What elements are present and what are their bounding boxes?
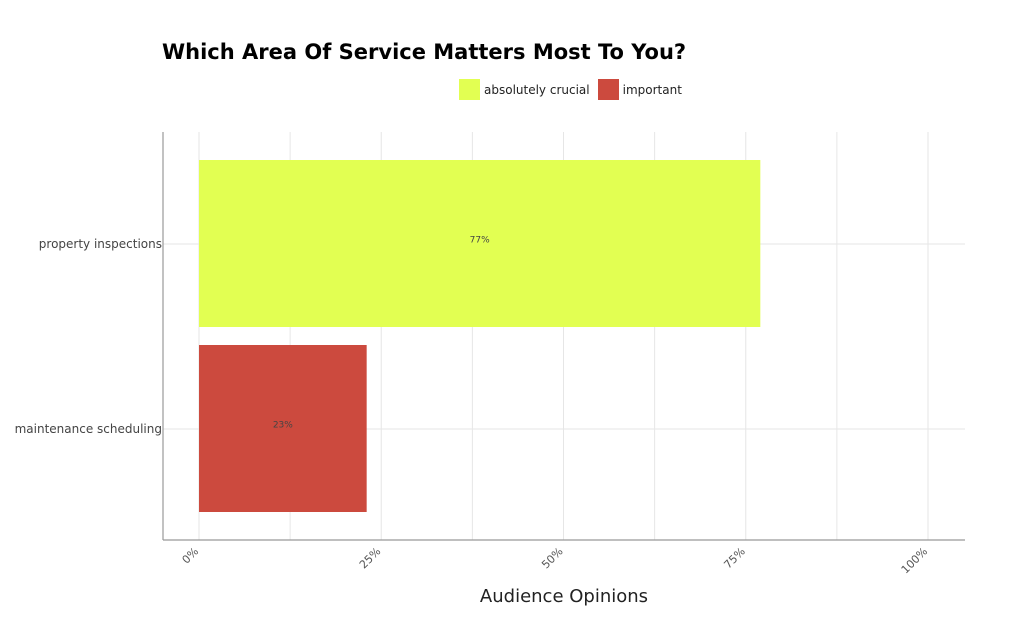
bar: [199, 345, 367, 512]
bar: [199, 160, 761, 327]
x-tick-label: 25%: [357, 545, 383, 571]
x-tick-label: 0%: [180, 545, 202, 567]
data-label: 77%: [470, 236, 490, 246]
y-tick-label: maintenance scheduling: [15, 422, 162, 436]
legend-swatch: [459, 79, 480, 100]
y-tick-label: property inspections: [39, 237, 162, 251]
legend-item: important: [597, 79, 682, 100]
x-tick-label: 50%: [539, 545, 565, 571]
x-tick-label: 100%: [899, 545, 930, 576]
x-axis-title: Audience Opinions: [479, 586, 649, 607]
legend-label: absolutely crucial: [484, 82, 590, 97]
legend-item: absolutely crucial: [459, 79, 590, 100]
legend-label: important: [622, 82, 682, 97]
data-label: 23%: [273, 421, 293, 431]
x-tick-label: 75%: [721, 545, 747, 571]
legend: absolutely crucial important: [459, 79, 690, 100]
chart-title: Which Area Of Service Matters Most To Yo…: [162, 40, 687, 64]
legend-swatch: [597, 79, 619, 100]
